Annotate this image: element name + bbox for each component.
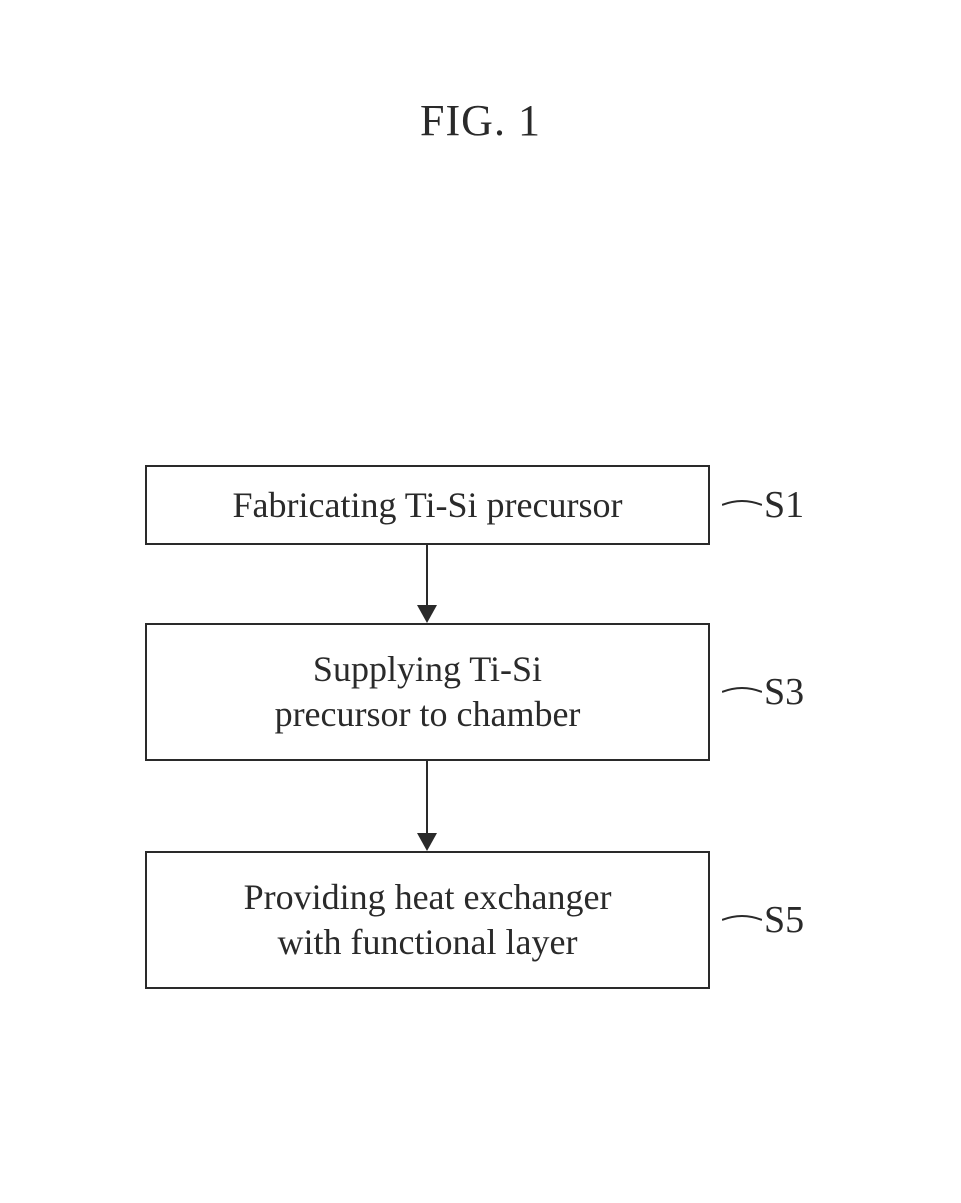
arrow-head-icon — [417, 833, 437, 851]
flowchart-container: Fabricating Ti-Si precursor S1 Supplying… — [145, 465, 804, 989]
figure-title: FIG. 1 — [420, 95, 541, 146]
flow-arrow-2 — [417, 761, 437, 851]
flow-box-s5-line2: with functional layer — [278, 922, 578, 962]
flow-box-s5-line1: Providing heat exchanger — [244, 877, 612, 917]
step-label-s1: S1 — [764, 483, 804, 527]
flow-box-s5-text: Providing heat exchanger with functional… — [244, 875, 612, 965]
arrow-line-icon — [426, 761, 428, 833]
connector-tick-icon — [722, 493, 762, 517]
step-label-s5: S5 — [764, 898, 804, 942]
connector-tick-icon — [722, 908, 762, 932]
flow-node-row-3: Providing heat exchanger with functional… — [145, 851, 804, 989]
flow-box-s3-line2: precursor to chamber — [275, 694, 581, 734]
flow-box-s1-text: Fabricating Ti-Si precursor — [233, 483, 623, 528]
flow-box-s3-line1: Supplying Ti-Si — [313, 649, 542, 689]
arrow-head-icon — [417, 605, 437, 623]
flow-node-row-2: Supplying Ti-Si precursor to chamber S3 — [145, 623, 804, 761]
flow-arrow-1 — [417, 545, 437, 623]
flow-node-row-1: Fabricating Ti-Si precursor S1 — [145, 465, 804, 545]
step-label-s3: S3 — [764, 670, 804, 714]
step-label-s3-group: S3 — [722, 670, 804, 714]
flow-box-s3-text: Supplying Ti-Si precursor to chamber — [275, 647, 581, 737]
step-label-s5-group: S5 — [722, 898, 804, 942]
flow-box-s1: Fabricating Ti-Si precursor — [145, 465, 710, 545]
connector-tick-icon — [722, 680, 762, 704]
flow-box-s3: Supplying Ti-Si precursor to chamber — [145, 623, 710, 761]
step-label-s1-group: S1 — [722, 483, 804, 527]
arrow-line-icon — [426, 545, 428, 605]
flow-box-s5: Providing heat exchanger with functional… — [145, 851, 710, 989]
